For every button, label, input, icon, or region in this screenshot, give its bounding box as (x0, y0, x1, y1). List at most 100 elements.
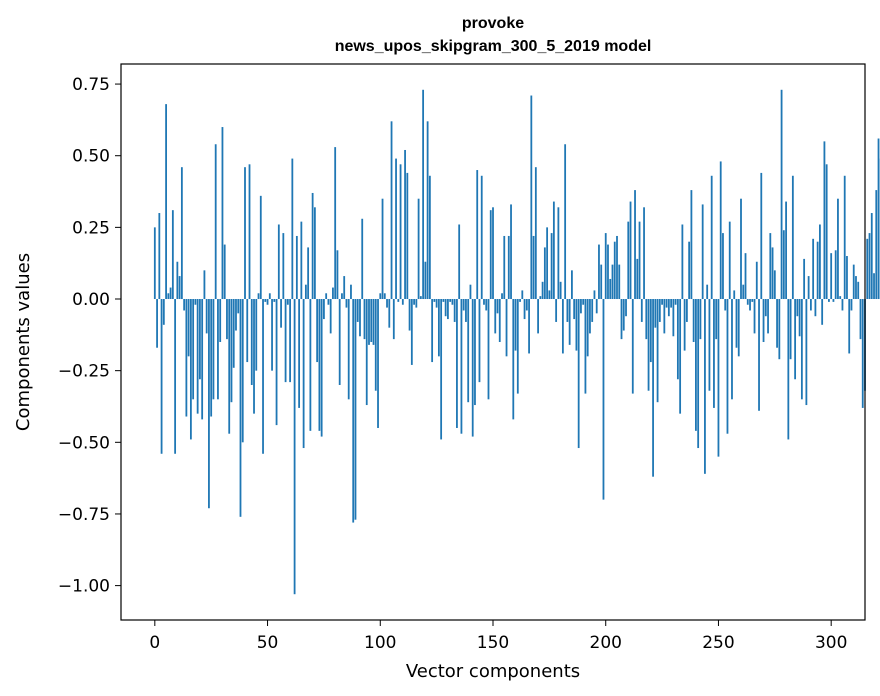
bar-component-76 (325, 293, 328, 300)
y-tick-label: 0.25 (72, 218, 110, 238)
bar-component-49 (264, 299, 267, 302)
bar-component-32 (226, 299, 228, 340)
bar-component-105 (390, 121, 393, 300)
bar-component-211 (629, 201, 632, 300)
bar-component-52 (271, 299, 273, 371)
bar-component-180 (559, 281, 562, 300)
bar-component-187 (575, 299, 578, 351)
bar-component-120 (424, 261, 427, 300)
bar-component-23 (205, 299, 208, 334)
bar-component-287 (800, 299, 803, 400)
bar-component-89 (354, 299, 357, 520)
bar-component-56 (280, 299, 282, 328)
bar-component-19 (196, 299, 199, 414)
bar-component-183 (566, 299, 569, 322)
bar-component-143 (476, 170, 479, 300)
y-tick-label: −0.75 (58, 505, 110, 525)
bar-component-259 (737, 299, 740, 357)
bar-component-28 (217, 299, 219, 400)
bar-component-217 (643, 207, 645, 300)
bar-component-128 (442, 299, 445, 302)
bar-component-203 (611, 264, 614, 300)
bar-component-298 (825, 164, 828, 300)
bar-component-250 (717, 299, 720, 457)
bar-component-218 (645, 299, 648, 340)
bar-component-238 (690, 190, 693, 300)
bar-component-212 (631, 299, 634, 394)
bar-component-135 (458, 224, 461, 300)
bar-component-62 (293, 299, 296, 595)
bar-component-38 (239, 299, 242, 517)
bar-component-261 (742, 284, 745, 300)
bar-component-190 (582, 299, 585, 305)
bar-component-159 (512, 299, 515, 420)
bar-component-270 (762, 299, 765, 342)
bar-component-309 (850, 299, 853, 311)
plot-frame (120, 63, 866, 621)
x-axis-ticks: 0 50 100 150 200 250 300 (149, 620, 847, 653)
bar-component-117 (417, 198, 420, 300)
bar-component-168 (532, 235, 535, 300)
bar-component-235 (683, 299, 686, 351)
y-tick-label: −0.50 (58, 433, 110, 453)
bar-component-39 (241, 299, 244, 443)
bar-component-112 (406, 172, 409, 300)
bar-component-77 (327, 299, 330, 305)
bar-component-300 (830, 253, 833, 300)
bar-component-314 (861, 299, 864, 408)
bar-component-281 (787, 299, 790, 440)
bar-component-74 (320, 299, 323, 437)
bar-component-34 (230, 299, 233, 403)
x-axis-label: Vector components (406, 661, 580, 682)
bar-component-29 (219, 299, 222, 342)
bar-component-90 (356, 299, 359, 322)
bar-component-25 (210, 299, 213, 417)
bar-component-276 (776, 299, 778, 348)
bar-component-249 (715, 299, 718, 340)
bar-component-36 (235, 299, 237, 331)
bar-component-202 (609, 278, 612, 300)
bars-group (153, 89, 880, 595)
bar-component-94 (365, 299, 368, 406)
bar-component-289 (805, 299, 808, 406)
bar-component-123 (431, 299, 434, 363)
bar-component-1 (156, 299, 158, 348)
bar-component-167 (530, 95, 533, 300)
bar-component-306 (843, 175, 846, 300)
bar-component-283 (791, 175, 794, 300)
bar-component-305 (841, 299, 844, 311)
bar-component-195 (593, 290, 596, 300)
bar-component-15 (187, 299, 190, 357)
bar-component-273 (769, 233, 772, 300)
bar-component-177 (552, 201, 555, 300)
bar-component-160 (514, 299, 517, 351)
bar-component-133 (453, 299, 456, 322)
bar-component-10 (176, 261, 179, 300)
bar-component-231 (674, 299, 677, 305)
bar-component-213 (634, 190, 636, 300)
bar-component-48 (262, 299, 264, 454)
y-tick-label: 0.00 (72, 290, 110, 310)
bar-component-26 (212, 299, 215, 400)
bar-component-71 (313, 207, 316, 300)
bar-component-27 (214, 144, 217, 300)
bar-component-81 (336, 250, 339, 300)
bar-component-162 (519, 299, 521, 302)
bar-component-18 (194, 299, 197, 305)
y-tick-label: −1.00 (58, 577, 110, 597)
bar-component-245 (706, 284, 709, 300)
x-tick-label: 250 (702, 633, 734, 653)
bar-component-72 (316, 299, 319, 363)
x-tick-label: 100 (364, 633, 396, 653)
bar-component-246 (708, 299, 711, 391)
bar-component-257 (733, 290, 736, 300)
bar-component-251 (719, 161, 722, 300)
bar-component-198 (600, 264, 603, 300)
bar-component-131 (449, 299, 452, 302)
bar-component-75 (323, 299, 325, 320)
bar-component-33 (228, 299, 231, 434)
bar-component-185 (571, 270, 573, 300)
bar-component-282 (789, 299, 792, 360)
bar-component-22 (203, 270, 206, 300)
